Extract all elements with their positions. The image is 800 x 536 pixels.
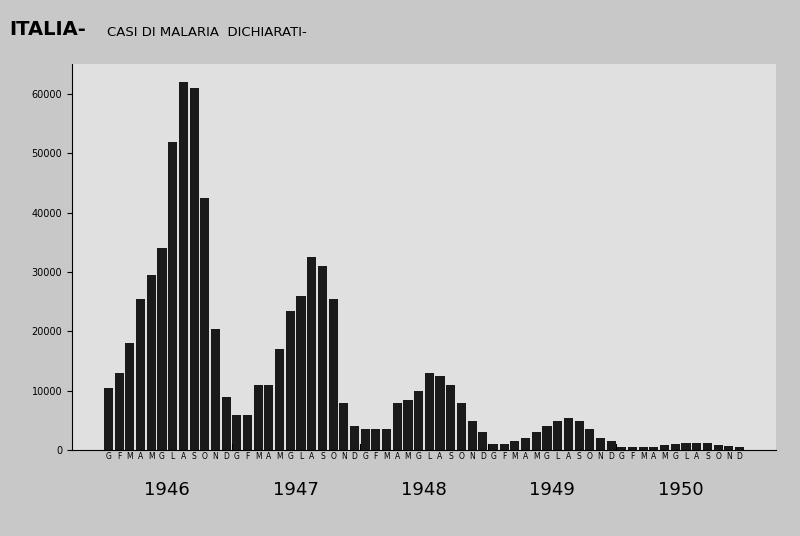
Bar (692, 443, 702, 450)
Bar (714, 445, 722, 450)
Bar (200, 198, 210, 450)
Bar (254, 385, 262, 450)
Bar (114, 373, 124, 450)
Bar (104, 388, 113, 450)
Bar (564, 418, 573, 450)
Bar (393, 403, 402, 450)
Bar (179, 82, 188, 450)
Text: 1949: 1949 (530, 481, 575, 499)
Bar (425, 373, 434, 450)
Bar (489, 444, 498, 450)
Bar (638, 447, 648, 450)
Bar (553, 421, 562, 450)
Bar (158, 248, 166, 450)
Text: 1950: 1950 (658, 481, 703, 499)
Bar (136, 299, 145, 450)
Bar (307, 257, 316, 450)
Text: 1947: 1947 (273, 481, 318, 499)
Bar (382, 429, 391, 450)
Bar (735, 447, 744, 450)
Bar (350, 427, 359, 450)
Bar (232, 415, 242, 450)
Bar (168, 142, 178, 450)
Bar (318, 266, 327, 450)
Bar (146, 275, 156, 450)
Bar (650, 446, 658, 450)
Bar (532, 433, 541, 450)
Bar (670, 444, 680, 450)
Bar (190, 88, 198, 450)
Bar (586, 429, 594, 450)
Bar (596, 438, 605, 450)
Bar (510, 441, 519, 450)
Bar (211, 329, 220, 450)
Bar (265, 385, 274, 450)
Bar (682, 443, 690, 450)
Bar (628, 447, 637, 450)
Bar (574, 421, 583, 450)
Bar (660, 445, 669, 450)
Bar (371, 429, 381, 450)
Bar (703, 443, 712, 450)
Bar (467, 421, 477, 450)
Bar (297, 296, 306, 450)
Bar (435, 376, 445, 450)
Bar (222, 397, 230, 450)
Bar (361, 429, 370, 450)
Bar (403, 400, 413, 450)
Bar (243, 415, 252, 450)
Text: ITALIA-: ITALIA- (10, 20, 86, 39)
Bar (286, 311, 295, 450)
Bar (126, 344, 134, 450)
Text: 1946: 1946 (145, 481, 190, 499)
Bar (500, 444, 509, 450)
Bar (339, 403, 348, 450)
Bar (457, 403, 466, 450)
Text: CASI DI MALARIA  DICHIARATI-: CASI DI MALARIA DICHIARATI- (106, 26, 306, 39)
Bar (618, 447, 626, 450)
Text: 1948: 1948 (401, 481, 447, 499)
Bar (521, 438, 530, 450)
Bar (275, 349, 284, 450)
Bar (724, 446, 734, 450)
Bar (414, 391, 423, 450)
Bar (478, 433, 487, 450)
Bar (446, 385, 455, 450)
Bar (542, 427, 551, 450)
Bar (329, 299, 338, 450)
Bar (606, 441, 616, 450)
